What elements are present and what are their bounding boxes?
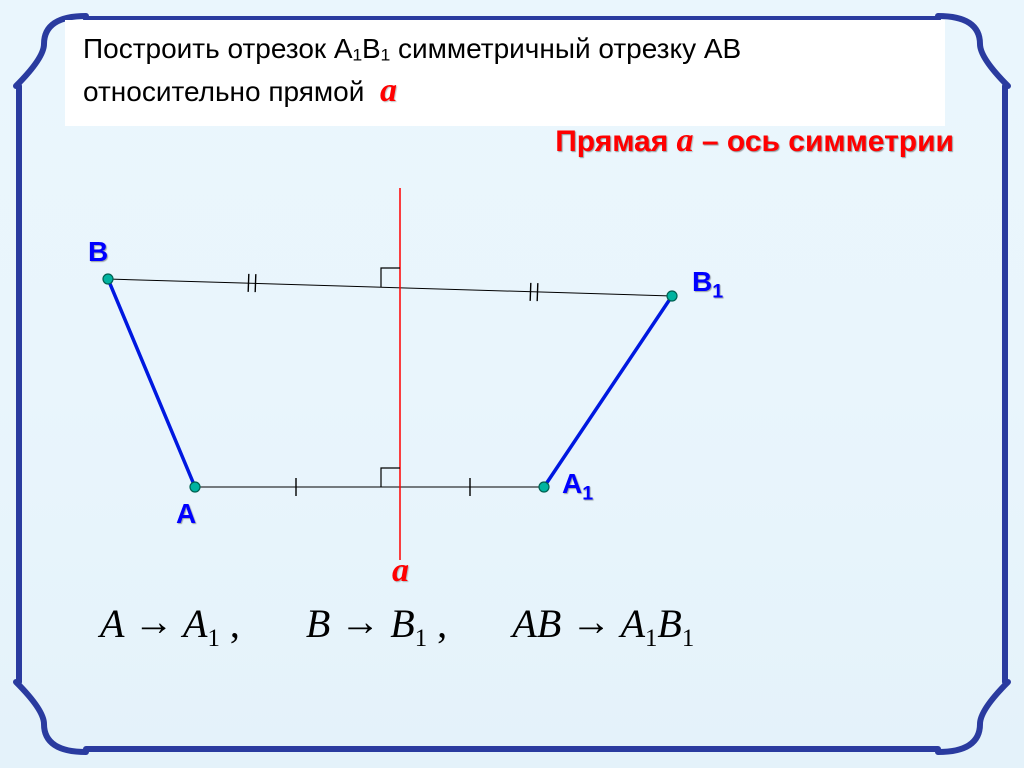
slide: Построить отрезок А₁В₁ симметричный отре… [0,0,1024,768]
axis-note-prefix: Прямая [555,125,676,158]
variable-a-task: a [380,72,397,109]
axis-label-a-text: a [392,552,409,589]
m3r2: B [657,601,681,646]
m2c: , [437,601,447,646]
m3r2s: 1 [682,625,694,652]
task-box: Построить отрезок А₁В₁ симметричный отре… [65,20,945,126]
math-map-1: A → A1 , [100,601,250,646]
m3r1: A [621,601,645,646]
m2l: B [306,601,330,646]
m2rs: 1 [415,625,427,652]
m3l2: B [537,601,561,646]
task-line-2-prefix: относительно прямой [83,76,364,107]
m2r: B [390,601,414,646]
task-line-1: Построить отрезок А₁В₁ симметричный отре… [83,30,927,68]
math-map-2: B → B1 , [306,601,457,646]
math-map-3: AB → A1B1 [512,601,694,646]
point-label-B1: В1 [692,266,723,304]
arrow-3: → [571,598,611,645]
m3l1: A [512,601,536,646]
m1c: , [230,601,240,646]
point-label-A1: А1 [562,468,593,506]
m1l: A [100,601,124,646]
point-label-B: В [88,236,108,268]
axis-note-suffix: – ось симметрии [694,125,954,158]
arrow-1: → [134,598,174,645]
axis-note: Прямая a – ось симметрии [555,122,954,160]
task-line-2: относительно прямой a [83,68,927,114]
variable-a-note: a [677,122,694,159]
m1rs: 1 [207,625,219,652]
axis-label-a: a [392,552,409,590]
m3r1s: 1 [645,625,657,652]
m1r: A [183,601,207,646]
arrow-2: → [340,598,380,645]
math-mapping-line: A → A1 , B → B1 , AB → A1B1 [100,600,694,653]
point-label-A: А [176,498,196,530]
